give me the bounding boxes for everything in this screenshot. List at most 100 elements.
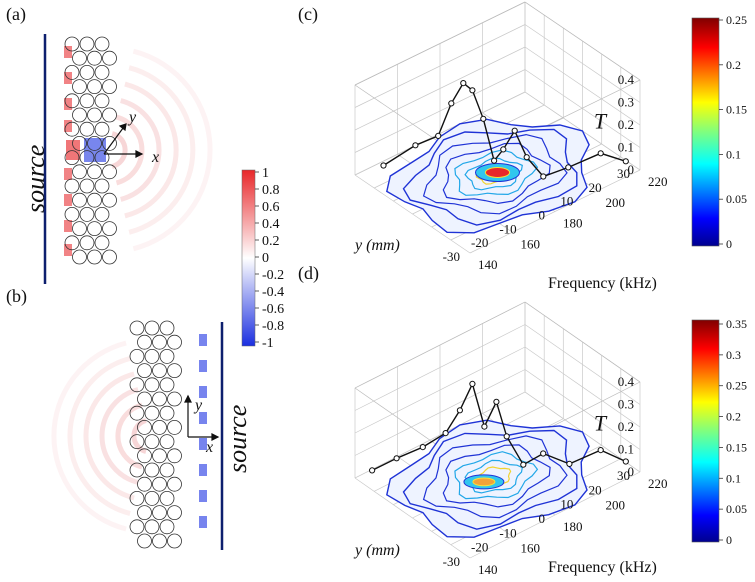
panel-c-label: (c) <box>298 4 318 25</box>
box-edge <box>354 1 526 86</box>
field-negative <box>199 412 207 424</box>
cylinder <box>152 505 167 520</box>
panel-b-source-label: source <box>223 405 252 473</box>
cylinder <box>167 476 182 492</box>
cylinder <box>87 107 102 123</box>
colorbar-tick-label: 0.1 <box>726 471 741 485</box>
cylinder <box>72 221 87 237</box>
x-tick-label: 180 <box>563 519 583 534</box>
curve-marker <box>380 162 387 169</box>
panel-c-colorbar: 0.25 0.2 0.15 0.1 0.05 0 <box>691 13 747 251</box>
y-tick-label: -10 <box>499 525 516 540</box>
cylinder <box>137 476 152 492</box>
colorbar-tick-label: 0.05 <box>726 502 747 516</box>
x-tick-label: 200 <box>606 195 626 210</box>
colorbar-tick-label: 0 <box>262 251 269 266</box>
transmission-curve <box>369 380 629 474</box>
field-positive <box>64 98 72 110</box>
curve-marker <box>412 142 419 149</box>
box-edge <box>524 301 641 383</box>
curve-marker <box>503 433 510 440</box>
wavefront <box>99 387 139 485</box>
cylinder <box>102 135 117 151</box>
cylinder <box>64 36 80 52</box>
colorbar-tick-label: 0.6 <box>262 200 280 215</box>
cylinder <box>144 462 160 478</box>
cylinder <box>72 50 87 66</box>
curve-marker <box>540 450 547 457</box>
colorbar-tick-label: 0.8 <box>262 183 280 198</box>
curve-marker <box>597 150 604 157</box>
gridline <box>354 477 471 559</box>
panel-a-y-axis-label: y <box>127 109 137 126</box>
wavefront <box>124 81 179 219</box>
cylinder <box>64 65 80 80</box>
field-negative <box>199 490 207 502</box>
z-tick-label: 0.3 <box>618 95 634 110</box>
curve-marker <box>442 430 449 437</box>
y-tick-label: -30 <box>443 554 460 569</box>
wavefront <box>120 98 162 202</box>
contour-line <box>442 142 551 205</box>
curve-marker <box>435 132 442 139</box>
colorbar-tick-label: 1 <box>262 166 269 181</box>
cylinder <box>72 79 87 94</box>
cylinder <box>102 249 117 265</box>
cylinder <box>159 348 175 364</box>
cylinder <box>72 192 87 208</box>
x-axis-label: Frequency (kHz) <box>548 275 657 292</box>
cylinder <box>79 150 95 166</box>
field-negative <box>199 464 207 476</box>
cylinder <box>129 348 145 364</box>
field-negative <box>199 386 207 398</box>
cylinder <box>129 462 145 478</box>
cylinder <box>167 533 182 549</box>
y-tick-label: 20 <box>589 482 602 497</box>
x-tick-label: 140 <box>478 257 498 272</box>
colorbar-tick-label: 0 <box>726 533 732 547</box>
cylinder <box>159 519 175 535</box>
cylinder <box>79 121 95 137</box>
curve-marker <box>480 115 487 122</box>
colorbar-tick-label: -0.4 <box>262 285 284 300</box>
cylinder <box>137 363 152 379</box>
y-tick-label: 30 <box>617 468 630 483</box>
transmission-curve <box>380 80 629 180</box>
cylinder <box>102 164 117 180</box>
curve-marker <box>419 444 426 451</box>
cylinder <box>159 405 175 421</box>
cylinder <box>72 249 87 265</box>
wavefront <box>115 402 143 470</box>
cylinder <box>152 363 167 379</box>
z-tick-label: 0 <box>628 162 635 177</box>
colorbar-tick-label: 0 <box>726 237 732 251</box>
colorbar-tick-label: 0.2 <box>726 410 741 424</box>
panel-c: (c) 0 0.1 0.2 0.3 0.4 T 30 20 10 0 -10 -20 -30 y (mm)… <box>298 1 747 292</box>
cylinder <box>94 121 110 137</box>
contour-line <box>464 157 523 191</box>
cylinder <box>152 391 167 407</box>
cylinder <box>87 249 102 265</box>
cylinder <box>167 419 182 435</box>
curve-marker <box>540 173 547 180</box>
colorbar-tick-label: -0.8 <box>262 319 284 334</box>
cylinder <box>72 107 87 123</box>
contour-line <box>402 429 578 530</box>
z-tick-label: 0.4 <box>618 374 635 389</box>
panel-b-label: (b) <box>6 286 27 307</box>
curve-line <box>371 381 627 472</box>
panel-d-label: (d) <box>298 263 319 284</box>
cylinder <box>64 178 80 194</box>
panel-d: (d) 0 0.1 0.2 0.3 0.4 T 30 20 10 0 -10 -20 -30 y (mm)… <box>298 263 747 577</box>
cylinder <box>144 320 160 336</box>
contour-line <box>442 444 551 508</box>
y-tick-label: 10 <box>560 194 573 209</box>
x-axis-label: Frequency (kHz) <box>548 559 657 576</box>
panel-a-field <box>64 34 213 265</box>
box-edge <box>354 301 526 389</box>
colorbar-tick-label: 0.4 <box>262 217 280 232</box>
z-tick-label: 0.4 <box>618 72 635 87</box>
cylinder <box>159 462 175 478</box>
z-tick-label: 0.2 <box>618 419 634 434</box>
field-negative <box>199 360 207 372</box>
